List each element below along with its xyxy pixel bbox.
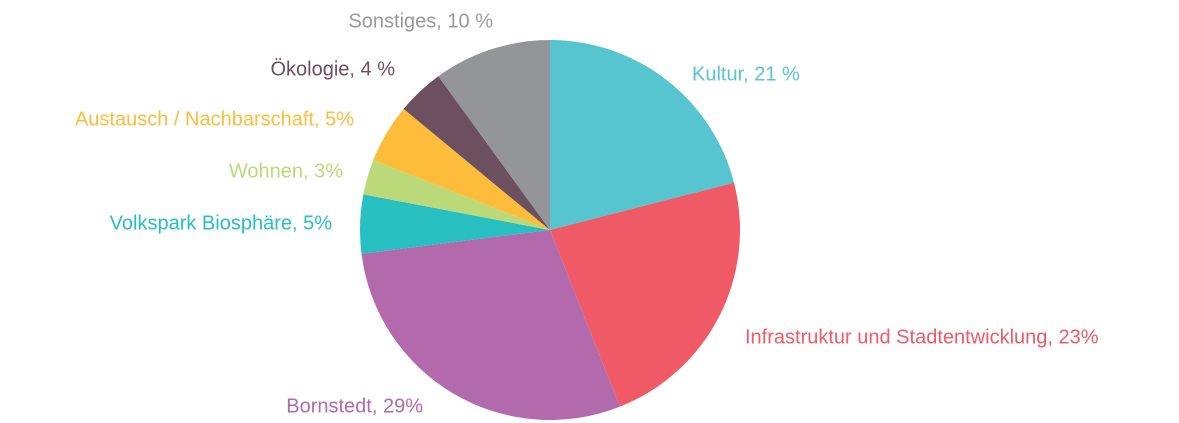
pie-slice [550, 40, 735, 230]
slice-label: Kultur, 21 % [692, 63, 800, 85]
pie-slice [363, 160, 550, 230]
pie-slice [438, 40, 550, 230]
pie-slice [360, 194, 550, 254]
slice-label: Ökologie, 4 % [270, 58, 395, 80]
pie-slice [550, 182, 740, 407]
slice-label: Bornstedt, 29% [286, 395, 423, 417]
pie-slice [403, 76, 550, 230]
pie-slice [361, 230, 620, 421]
slice-label: Sonstiges, 10 % [348, 10, 493, 32]
slice-label: Volkspark Biosphäre, 5% [110, 212, 333, 234]
slice-label: Wohnen, 3% [229, 160, 343, 182]
slice-label: Infrastruktur und Stadtentwicklung, 23% [745, 326, 1099, 348]
slice-label: Austausch / Nachbarschaft, 5% [75, 108, 354, 130]
pie-slice [373, 108, 550, 230]
